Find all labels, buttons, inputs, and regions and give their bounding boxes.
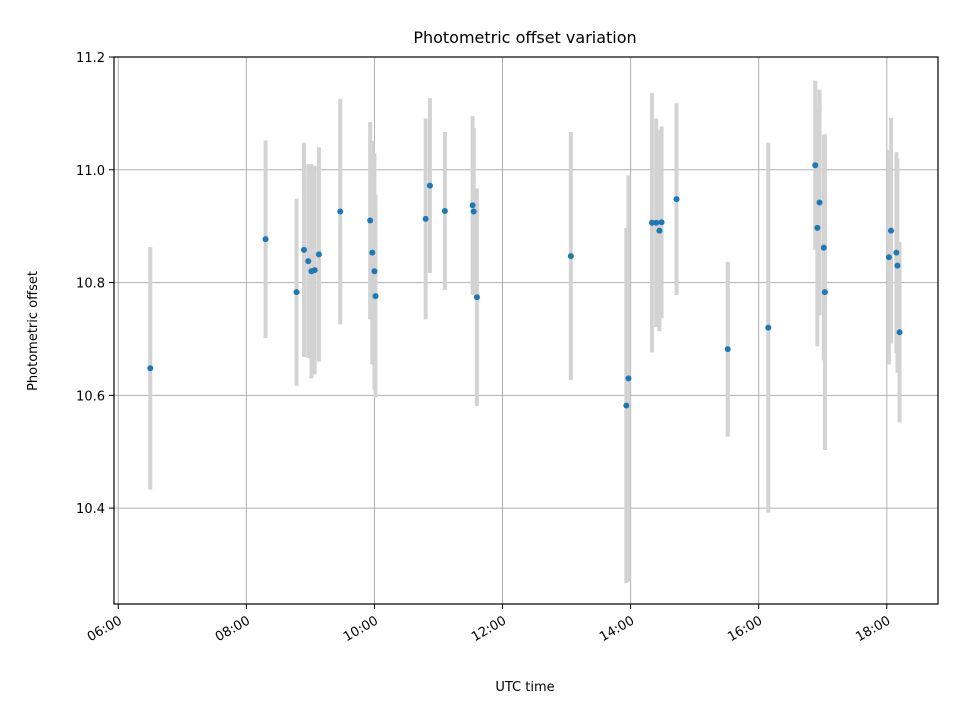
data-point — [470, 208, 477, 215]
data-point — [367, 217, 374, 224]
data-point — [765, 324, 772, 331]
data-point — [673, 196, 680, 203]
y-tick-label: 10.4 — [76, 502, 105, 517]
data-point — [658, 219, 665, 226]
x-tick-label: 12:00 — [469, 613, 509, 645]
y-tick-label: 10.6 — [76, 389, 105, 404]
data-point — [300, 246, 307, 253]
data-point — [315, 251, 322, 258]
data-point — [262, 236, 269, 243]
x-tick-label: 10:00 — [341, 613, 381, 645]
data-point — [426, 182, 433, 189]
data-point — [656, 227, 663, 234]
data-point — [816, 199, 823, 206]
data-point — [893, 249, 900, 256]
y-tick-label: 11.2 — [76, 51, 105, 66]
data-point — [724, 346, 731, 353]
data-point — [293, 289, 300, 296]
data-point — [821, 289, 828, 296]
data-point — [567, 253, 574, 260]
x-tick-label: 18:00 — [853, 613, 893, 645]
x-tick-label: 16:00 — [725, 613, 765, 645]
data-point — [147, 365, 154, 372]
tick-layer: 06:00 08:00 10:00 12:00 14:00 16:00 18:00 10.4 1… — [76, 51, 893, 645]
data-point — [648, 219, 655, 226]
data-point — [653, 219, 660, 226]
x-axis-label: UTC time — [495, 680, 554, 695]
data-point — [820, 244, 827, 251]
point-layer — [147, 162, 903, 409]
plot-frame — [113, 56, 939, 605]
data-point — [422, 215, 429, 222]
x-tick-label: 08:00 — [213, 613, 253, 645]
data-point — [894, 262, 901, 269]
data-point — [441, 207, 448, 214]
data-point — [623, 402, 630, 409]
data-point — [369, 249, 376, 256]
data-point — [625, 375, 632, 382]
data-point — [337, 208, 344, 215]
data-point — [888, 227, 895, 234]
x-tick-label: 06:00 — [85, 613, 125, 645]
data-point — [896, 329, 903, 336]
data-point — [473, 294, 480, 301]
data-point — [311, 267, 318, 274]
data-point — [371, 268, 378, 275]
data-point — [812, 162, 819, 169]
data-point — [372, 293, 379, 300]
y-tick-label: 10.8 — [76, 277, 105, 292]
data-point — [305, 258, 312, 265]
chart-title: Photometric offset variation — [413, 28, 636, 47]
data-point — [885, 254, 892, 261]
x-tick-label: 14:00 — [597, 613, 637, 645]
data-point — [814, 224, 821, 231]
y-axis-label: Photometric offset — [26, 271, 41, 391]
data-point — [469, 202, 476, 209]
y-tick-label: 11.0 — [76, 164, 105, 179]
